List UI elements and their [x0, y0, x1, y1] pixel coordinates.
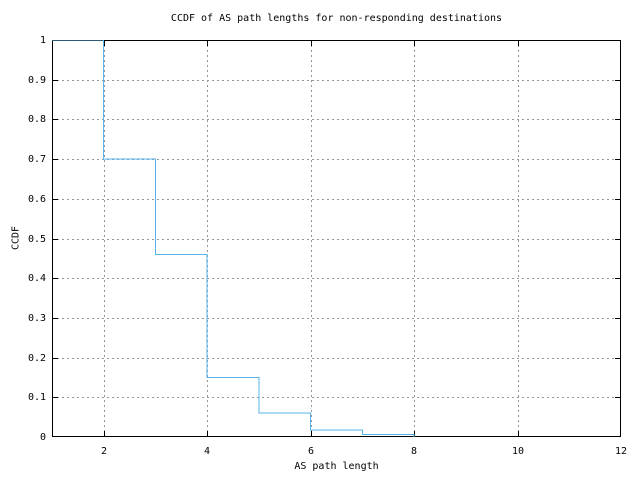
gridlines	[52, 40, 621, 437]
plot-border	[52, 40, 621, 437]
x-tick-label: 4	[203, 446, 211, 457]
y-tick-label: 0.6	[27, 194, 46, 205]
chart-title: CCDF of AS path lengths for non-respondi…	[170, 13, 503, 24]
y-tick-label: 0.9	[27, 75, 46, 86]
y-tick-label: 0.8	[27, 114, 46, 125]
y-tick-label: 0.7	[27, 154, 46, 165]
y-tick-label: 0.1	[27, 392, 46, 403]
ccdf-step-line	[52, 40, 415, 437]
x-tick-label: 6	[307, 446, 315, 457]
y-tick-label: 1	[39, 35, 46, 46]
x-tick-label: 8	[410, 446, 418, 457]
y-tick-label: 0.5	[27, 234, 46, 245]
y-tick-label: 0.3	[27, 313, 46, 324]
y-tick-label: 0.4	[27, 273, 46, 284]
tick-marks	[52, 40, 621, 437]
y-tick-label: 0	[39, 432, 46, 443]
plot-area	[52, 40, 621, 437]
x-tick-label: 12	[614, 446, 628, 457]
x-tick-label: 2	[100, 446, 108, 457]
x-axis-title: AS path length	[294, 461, 379, 472]
x-tick-label: 10	[511, 446, 525, 457]
y-tick-label: 0.2	[27, 353, 46, 364]
